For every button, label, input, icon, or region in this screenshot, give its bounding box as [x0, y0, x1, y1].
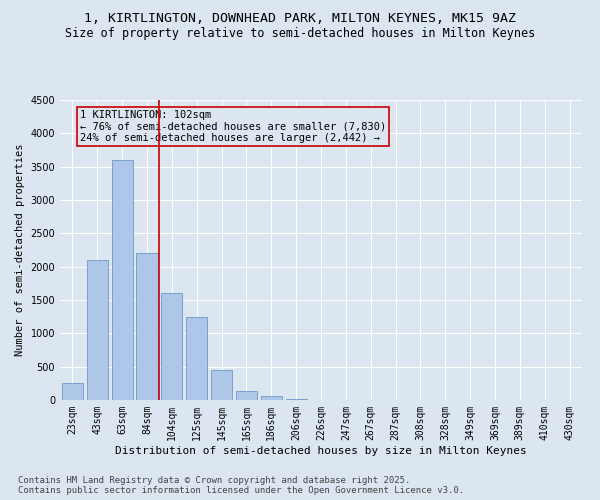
Bar: [261, 396, 282, 400]
Bar: [87, 260, 108, 400]
Bar: [236, 392, 257, 400]
Bar: [186, 316, 207, 400]
Bar: [62, 384, 83, 400]
Text: 1 KIRTLINGTON: 102sqm
← 76% of semi-detached houses are smaller (7,830)
24% of s: 1 KIRTLINGTON: 102sqm ← 76% of semi-deta…: [80, 110, 386, 143]
Text: Size of property relative to semi-detached houses in Milton Keynes: Size of property relative to semi-detach…: [65, 28, 535, 40]
Text: Contains HM Land Registry data © Crown copyright and database right 2025.
Contai: Contains HM Land Registry data © Crown c…: [18, 476, 464, 495]
Bar: [136, 254, 158, 400]
Bar: [112, 160, 133, 400]
Bar: [211, 370, 232, 400]
Text: 1, KIRTLINGTON, DOWNHEAD PARK, MILTON KEYNES, MK15 9AZ: 1, KIRTLINGTON, DOWNHEAD PARK, MILTON KE…: [84, 12, 516, 26]
X-axis label: Distribution of semi-detached houses by size in Milton Keynes: Distribution of semi-detached houses by …: [115, 446, 527, 456]
Y-axis label: Number of semi-detached properties: Number of semi-detached properties: [15, 144, 25, 356]
Bar: [286, 398, 307, 400]
Bar: [161, 294, 182, 400]
